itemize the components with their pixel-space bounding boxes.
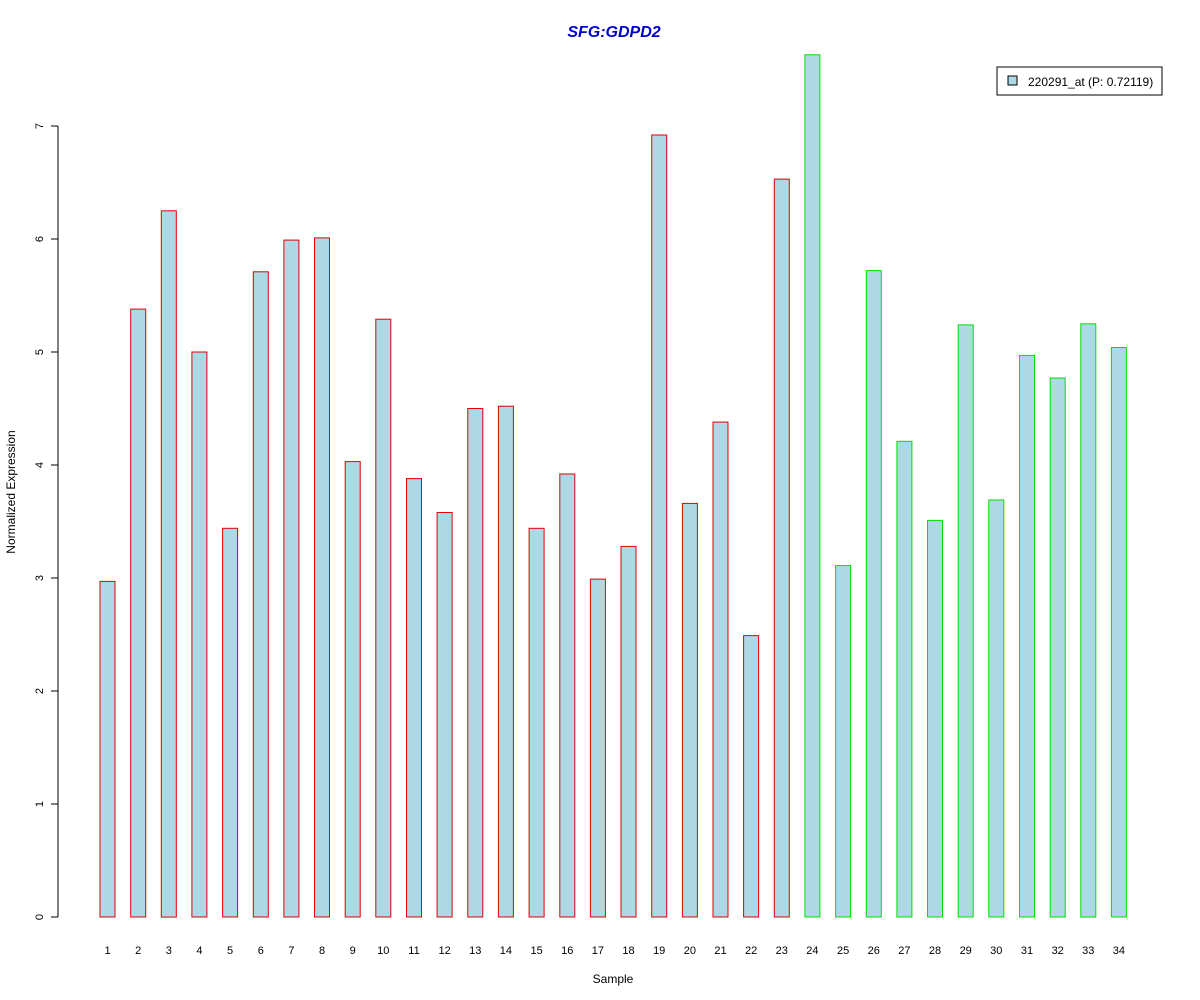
x-tick-label: 9 — [350, 945, 356, 957]
x-tick-label: 28 — [929, 945, 941, 957]
bar-sample-4 — [191, 351, 208, 918]
x-tick-label: 23 — [776, 945, 788, 957]
bar-sample-28 — [927, 519, 943, 918]
bar-sample-19 — [651, 134, 668, 918]
y-axis: 0 1 2 3 4 5 6 7 — [34, 123, 59, 920]
x-tick-label: 14 — [500, 945, 512, 957]
bar-sample-3 — [160, 210, 177, 918]
y-tick-label: 5 — [34, 349, 46, 355]
bar-sample-22 — [743, 635, 760, 918]
bar-sample-31 — [1019, 354, 1035, 918]
x-tick-label: 15 — [530, 945, 542, 957]
bar-sample-17 — [589, 578, 606, 918]
x-tick-label: 11 — [408, 945, 419, 957]
bar-sample-18 — [620, 545, 637, 918]
bar-sample-13 — [467, 408, 484, 918]
bar-sample-2 — [130, 308, 147, 918]
legend-swatch — [1007, 75, 1018, 86]
bar-sample-25 — [835, 565, 852, 918]
bar-sample-12 — [436, 512, 453, 918]
x-tick-label: 4 — [196, 945, 202, 957]
x-axis-label: Sample — [593, 972, 634, 986]
y-tick-label: 7 — [34, 123, 46, 129]
bar-sample-23 — [773, 178, 790, 918]
y-axis-label: Normalized Expression — [4, 430, 18, 553]
y-tick-label: 0 — [34, 914, 46, 920]
x-tick-label: 30 — [990, 945, 1002, 957]
x-tick-label: 5 — [227, 945, 233, 957]
y-tick-label: 2 — [34, 688, 46, 694]
x-tick-label: 22 — [745, 945, 757, 957]
bar-sample-10 — [375, 318, 392, 918]
x-tick-label: 7 — [288, 945, 294, 957]
legend: 220291_at (P: 0.72119) — [996, 66, 1163, 96]
bar-sample-32 — [1049, 377, 1066, 918]
chart-title: SFG:GDPD2 — [567, 24, 660, 41]
bar-sample-24 — [804, 54, 821, 918]
bar-sample-20 — [681, 502, 698, 918]
x-tick-label: 16 — [561, 945, 573, 957]
bars-group — [99, 54, 1127, 918]
x-tick-label: 8 — [319, 945, 325, 957]
x-tick-label: 19 — [653, 945, 665, 957]
x-tick-label: 27 — [898, 945, 910, 957]
bar-sample-11 — [406, 478, 422, 918]
x-tick-label: 20 — [684, 945, 696, 957]
x-tick-label: 26 — [868, 945, 880, 957]
x-tick-label: 13 — [469, 945, 481, 957]
x-tick-label: 32 — [1052, 945, 1064, 957]
x-tick-label: 3 — [166, 945, 172, 957]
y-tick-label: 3 — [34, 575, 46, 581]
bar-sample-34 — [1110, 347, 1127, 918]
x-tick-label: 17 — [592, 945, 604, 957]
x-tick-label: 12 — [438, 945, 450, 957]
x-tick-label: 18 — [622, 945, 634, 957]
bar-sample-1 — [99, 580, 116, 918]
bar-sample-5 — [222, 527, 239, 918]
bar-sample-30 — [988, 499, 1005, 918]
bar-sample-7 — [283, 239, 300, 918]
bar-sample-16 — [559, 473, 576, 918]
x-tick-label: 33 — [1082, 945, 1094, 957]
x-tick-label: 6 — [258, 945, 264, 957]
bar-sample-27 — [896, 440, 913, 918]
x-tick-label: 25 — [837, 945, 849, 957]
x-tick-labels: 1 2 3 4 5 6 7 8 9 10 11 12 13 14 15 16 17 18 19 20 21 22 23 24 2… — [104, 945, 1125, 957]
legend-label: 220291_at (P: 0.72119) — [1028, 75, 1153, 89]
bar-sample-15 — [528, 527, 545, 918]
x-tick-label: 34 — [1113, 945, 1125, 957]
bar-sample-29 — [957, 324, 974, 918]
bar-sample-8 — [314, 237, 330, 918]
bar-sample-14 — [497, 405, 514, 918]
x-tick-label: 31 — [1021, 945, 1033, 957]
y-tick-label: 6 — [34, 236, 46, 242]
bar-sample-33 — [1080, 323, 1097, 918]
bar-sample-6 — [252, 271, 269, 918]
x-tick-label: 21 — [714, 945, 726, 957]
x-tick-label: 1 — [104, 945, 110, 957]
x-tick-label: 10 — [377, 945, 389, 957]
bar-sample-9 — [344, 461, 361, 918]
x-tick-label: 24 — [806, 945, 818, 957]
y-tick-label: 1 — [34, 801, 46, 807]
x-tick-label: 29 — [960, 945, 972, 957]
bar-sample-21 — [712, 421, 729, 918]
x-tick-label: 2 — [135, 945, 141, 957]
bar-sample-26 — [865, 270, 882, 918]
legend-box — [996, 66, 1163, 96]
y-tick-label: 4 — [34, 462, 46, 468]
